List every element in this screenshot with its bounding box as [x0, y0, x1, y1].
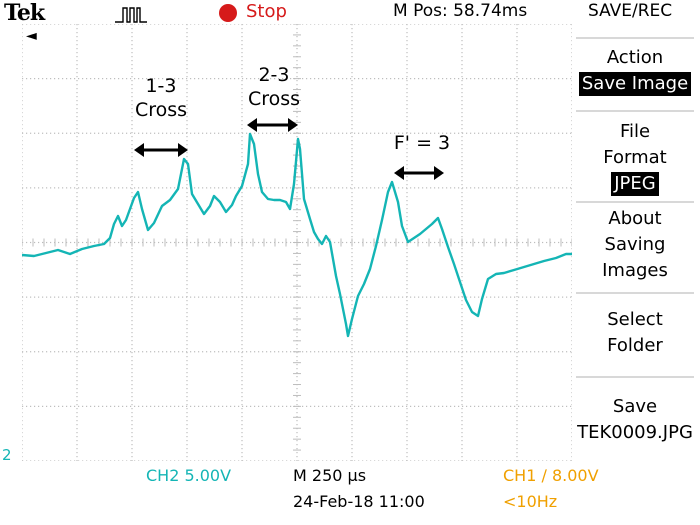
- ch2-ground-marker: 2: [2, 446, 12, 464]
- cross23-arrow-icon: [247, 118, 298, 132]
- ch2-waveform-trace: [22, 132, 572, 338]
- menu-action[interactable]: Action Save Image: [576, 45, 694, 97]
- cross13-label: 1-3 Cross: [134, 75, 188, 121]
- timebase-readout: M 250 µs: [293, 466, 367, 485]
- menu-select-folder[interactable]: Select Folder: [607, 309, 663, 356]
- waveform-display: [22, 24, 572, 461]
- menu-file-format[interactable]: File Format JPEG: [603, 121, 667, 196]
- graticule-grid: [22, 24, 572, 461]
- ch1-frequency-readout: <10Hz: [503, 492, 558, 511]
- ch1-trigger-readout: CH1 ∕ 8.00V: [503, 466, 599, 485]
- menu-save-file[interactable]: Save TEK0009.JPG: [577, 396, 693, 443]
- acquisition-status: Stop: [246, 1, 287, 22]
- horizontal-position-readout: M Pos: 58.74ms: [393, 1, 528, 21]
- menu-title: SAVE/REC: [588, 1, 673, 21]
- menu-file-format-value: JPEG: [611, 172, 659, 196]
- trigger-pulse-icon: [115, 7, 147, 23]
- datetime-readout: 24-Feb-18 11:00: [293, 492, 425, 511]
- fprime-arrow-icon: [394, 166, 444, 180]
- ch2-scale-readout: CH2 5.00V: [146, 466, 232, 485]
- fprime-label: F' = 3: [393, 132, 451, 154]
- menu-about-saving-images[interactable]: About Saving Images: [602, 208, 668, 281]
- cross23-label: 2-3 Cross: [247, 64, 301, 110]
- cross13-arrow-icon: [134, 143, 188, 157]
- stop-indicator-icon: [219, 4, 237, 22]
- menu-action-value: Save Image: [578, 72, 692, 96]
- brand-logo: Tek: [4, 0, 45, 26]
- trigger-position-icon: ◄: [26, 28, 37, 44]
